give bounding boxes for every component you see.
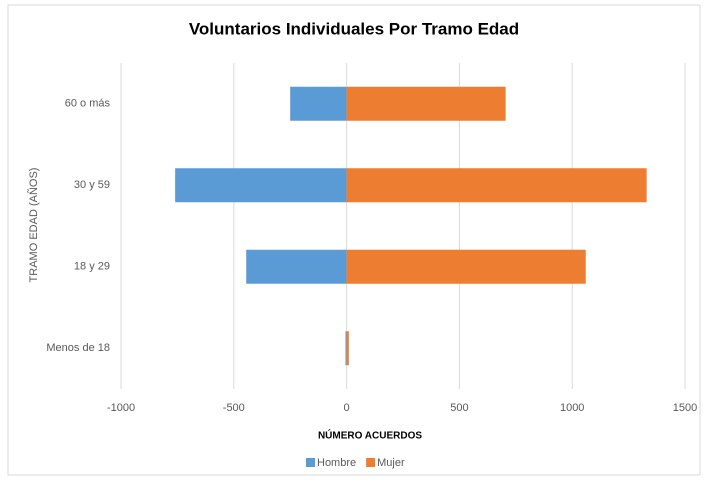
bar	[346, 249, 586, 284]
bar	[345, 331, 347, 366]
x-tick-label: 500	[450, 402, 468, 414]
bar	[246, 249, 347, 284]
legend-swatch	[306, 458, 315, 467]
x-tick-label: 1000	[560, 402, 584, 414]
y-tick-label: 30 y 59	[74, 179, 110, 191]
y-tick-label: 60 o más	[65, 98, 111, 110]
bar	[175, 168, 347, 203]
chart-title: Voluntarios Individuales Por Tramo Edad	[189, 19, 519, 38]
x-tick-label: 1500	[673, 402, 697, 414]
y-tick-label: 18 y 29	[74, 261, 110, 273]
x-tick-label: -1000	[107, 402, 135, 414]
x-tick-label: -500	[223, 402, 245, 414]
legend-swatch	[366, 458, 376, 467]
y-tick-label: Menos de 18	[46, 342, 110, 354]
legend-label: Mujer	[377, 457, 405, 469]
x-tick-label: 0	[344, 402, 350, 414]
chart-border	[7, 4, 701, 476]
y-axis-title: TRAMO EDAD (AÑOS)	[27, 168, 40, 283]
bar	[346, 331, 349, 366]
bar	[346, 168, 647, 203]
legend-label: Hombre	[317, 457, 356, 469]
x-axis-title: NÚMERO ACUERDOS	[318, 429, 422, 442]
bar	[290, 86, 347, 121]
bar	[346, 86, 506, 121]
